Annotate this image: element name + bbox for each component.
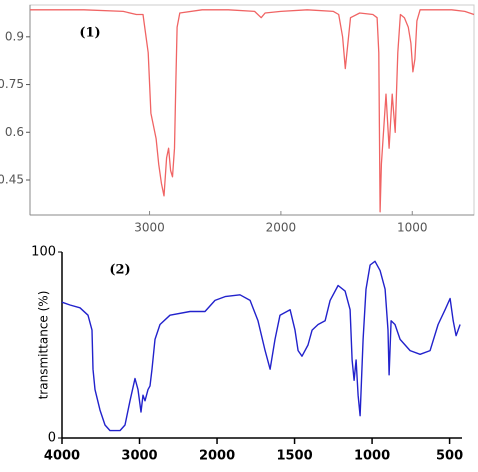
annotation: (2) [109,263,130,278]
y-tick-label: 0 [48,431,56,446]
y-tick-label: 0.6 [5,125,24,139]
x-tick-label: 500 [436,449,463,464]
annotation: (1) [79,26,100,41]
spectrum-line [61,260,461,432]
x-tick-label: 2000 [266,221,297,235]
x-tick-label: 2000 [199,449,235,464]
y-axis-label: transmittance (%) [37,291,51,400]
y-tick-label: 100 [31,245,56,260]
y-tick-label: 0.45 [0,173,24,187]
x-tick-label: 3000 [121,449,157,464]
spectrum-line [30,9,475,213]
y-tick-label: 0.9 [5,29,24,43]
x-tick-label: 4000 [44,449,80,464]
y-tick-label: 0.75 [0,77,24,91]
x-tick-label: 1000 [354,449,390,464]
x-tick-label: 3000 [134,221,165,235]
x-tick-label: 1000 [397,221,428,235]
x-tick-label: 1500 [276,449,312,464]
